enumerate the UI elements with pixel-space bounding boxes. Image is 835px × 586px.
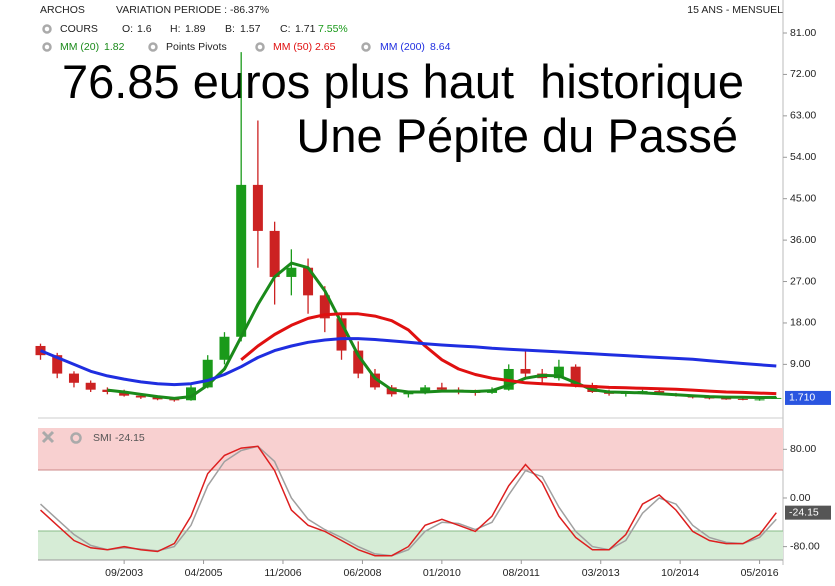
gear-icon[interactable] xyxy=(42,42,52,52)
y-tick-label: 72.00 xyxy=(790,68,816,80)
quote-label: O: xyxy=(122,23,133,35)
price-tag-label: 1.710 xyxy=(789,392,815,404)
candle-body xyxy=(319,295,330,319)
overbought-band xyxy=(38,428,783,470)
candle-body xyxy=(420,387,431,393)
pivots-label: Points Pivots xyxy=(166,41,227,53)
candle-body xyxy=(286,267,297,277)
candle-body xyxy=(52,355,63,374)
close-icon[interactable] xyxy=(41,430,55,444)
x-tick-label: 10/2014 xyxy=(661,567,699,579)
y-tick-label: 54.00 xyxy=(790,151,816,163)
x-tick-label: 11/2006 xyxy=(264,567,301,579)
value-tag xyxy=(785,505,831,520)
candle-body xyxy=(252,184,263,231)
quote-value: 1.6 xyxy=(137,23,152,35)
candle-body xyxy=(85,382,96,390)
candle-body xyxy=(353,350,364,374)
candle-body xyxy=(771,397,782,399)
legend-label: MM (200) xyxy=(380,41,425,53)
candle-body xyxy=(303,267,314,296)
quote-label: H: xyxy=(170,23,181,35)
moving-average-line xyxy=(240,312,777,396)
x-tick-label: 08/2011 xyxy=(503,567,540,579)
candle-body xyxy=(737,398,748,400)
legend-value: 1.82 xyxy=(104,41,125,53)
quote-label: C: xyxy=(280,23,291,35)
y-tick-label: -80.00 xyxy=(790,540,820,552)
candle-body xyxy=(553,366,564,379)
moving-average-line xyxy=(107,261,777,400)
indicator-line xyxy=(39,445,777,557)
candle-body xyxy=(336,318,347,351)
settings-icons xyxy=(42,24,371,444)
candle-body xyxy=(369,373,380,388)
candle-body xyxy=(520,368,531,374)
gear-icon[interactable] xyxy=(70,432,82,444)
x-tick-label: 06/2008 xyxy=(343,567,381,579)
y-tick-label: 0.00 xyxy=(790,492,811,504)
quote-value: 1.71 xyxy=(295,23,316,35)
candle-body xyxy=(68,373,79,383)
candle-body xyxy=(269,230,280,277)
y-tick-label: 63.00 xyxy=(790,110,816,122)
candle-body xyxy=(135,395,146,398)
period-change: VARIATION PERIODE : -86.37% xyxy=(116,4,269,16)
candle-body xyxy=(721,398,732,400)
x-tick-label: 04/2005 xyxy=(185,567,223,579)
legend-value: 2.65 xyxy=(315,41,336,53)
y-tick-label: 80.00 xyxy=(790,443,816,455)
y-tick-label: 9.00 xyxy=(790,358,811,370)
candle-body xyxy=(219,336,230,360)
candle-body xyxy=(119,391,130,396)
x-tick-label: 03/2013 xyxy=(582,567,620,579)
y-tick-label: 36.00 xyxy=(790,234,816,246)
x-tick-label: 05/2016 xyxy=(741,567,779,579)
quote-name: COURS xyxy=(60,23,98,35)
candle-body xyxy=(570,366,581,386)
legend-label: MM (50) xyxy=(273,41,312,53)
candle-body xyxy=(436,387,447,390)
candle-body xyxy=(186,387,197,401)
gear-icon[interactable] xyxy=(42,24,52,34)
quote-label: B: xyxy=(225,23,235,35)
indicator-value: -24.15 xyxy=(115,432,145,444)
instrument: ARCHOS xyxy=(40,4,85,16)
quote-value: 1.89 xyxy=(185,23,206,35)
gear-icon[interactable] xyxy=(255,42,265,52)
gear-icon[interactable] xyxy=(148,42,158,52)
moving-average-line xyxy=(39,337,777,387)
legend-label: MM (20) xyxy=(60,41,99,53)
legend-value: 8.64 xyxy=(430,41,451,53)
y-tick-label: 45.00 xyxy=(790,192,816,204)
quote-change: 7.55% xyxy=(318,23,348,35)
x-tick-label: 01/2010 xyxy=(423,567,461,579)
candle-body xyxy=(152,397,163,400)
candle-body xyxy=(35,345,46,356)
candle-body xyxy=(403,392,414,395)
x-tick-label: 09/2003 xyxy=(105,567,143,579)
y-tick-label: 27.00 xyxy=(790,275,816,287)
candle-body xyxy=(202,359,213,388)
range-label: 15 ANS - MENSUEL xyxy=(687,4,783,16)
price-tag xyxy=(785,390,831,405)
oversold-band xyxy=(38,531,783,560)
candle-body xyxy=(754,399,765,401)
chart-title: 76.85 euros plus haut historique xyxy=(62,55,744,108)
quote-value: 1.57 xyxy=(240,23,261,35)
gear-icon[interactable] xyxy=(361,42,371,52)
indicator-name: SMI xyxy=(93,432,112,444)
y-tick-label: 18.00 xyxy=(790,317,816,329)
chart-subtitle: Une Pépite du Passé xyxy=(296,109,738,162)
candle-body xyxy=(236,184,247,337)
y-tick-label: 81.00 xyxy=(790,27,816,39)
value-tag-label: -24.15 xyxy=(789,506,819,518)
